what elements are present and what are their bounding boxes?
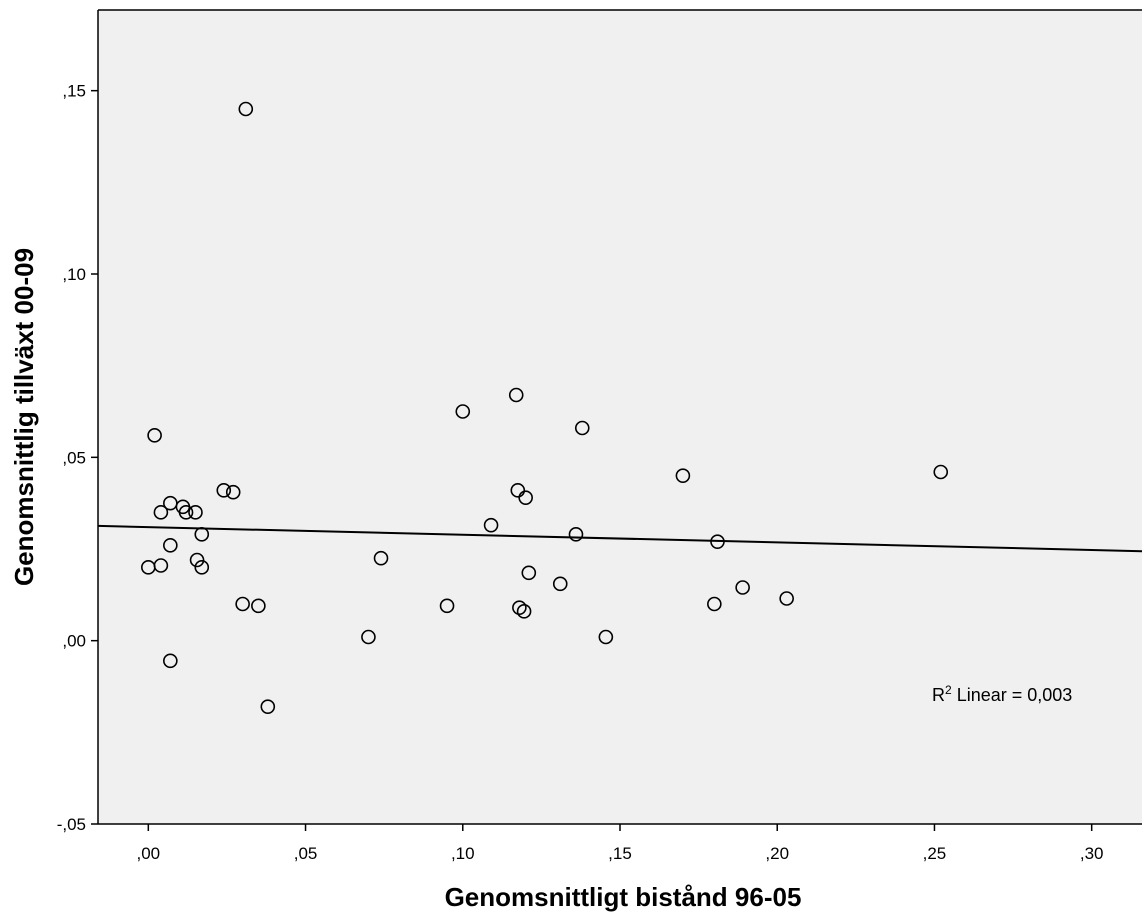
y-tick-label: ,10 <box>62 265 86 284</box>
data-point <box>260 699 276 714</box>
x-tick-label: ,20 <box>765 844 789 863</box>
y-tick-label: -,05 <box>57 815 86 834</box>
regression-fit-line <box>97 524 1142 553</box>
data-point <box>439 598 455 614</box>
y-axis-title: Genomsnittlig tillväxt 00-09 <box>9 248 39 586</box>
data-point <box>455 404 471 419</box>
x-axis-title: Genomsnittligt bistånd 96-05 <box>445 882 802 912</box>
data-points <box>141 101 949 714</box>
data-point <box>147 428 162 443</box>
x-tick-label: ,05 <box>294 844 318 863</box>
data-point <box>518 490 533 505</box>
plot-area <box>98 10 1142 824</box>
data-point <box>238 101 254 117</box>
r-squared-label: Linear = 0,003 <box>952 685 1073 705</box>
data-point <box>933 464 949 480</box>
data-point <box>508 387 524 403</box>
data-point <box>510 483 526 498</box>
data-point <box>361 629 376 645</box>
data-point <box>225 484 241 500</box>
x-tick-label: ,25 <box>923 844 947 863</box>
data-point <box>188 505 203 520</box>
data-point <box>675 468 691 483</box>
y-axis-ticks: -,05 ,00 ,05 ,10 ,15 <box>57 82 98 834</box>
data-point <box>189 552 205 568</box>
data-point <box>779 591 794 606</box>
x-tick-label: ,00 <box>136 844 160 863</box>
data-point <box>194 560 210 575</box>
x-tick-label: ,10 <box>451 844 475 863</box>
data-point <box>516 604 532 619</box>
data-point <box>512 600 527 615</box>
data-point <box>216 483 232 498</box>
data-point <box>483 517 499 533</box>
data-point <box>707 596 722 612</box>
data-point <box>194 527 210 542</box>
data-point <box>598 629 614 645</box>
data-point <box>710 534 725 549</box>
data-point <box>521 565 537 581</box>
x-tick-label: ,15 <box>608 844 632 863</box>
y-tick-label: ,05 <box>62 448 86 467</box>
y-tick-label: ,15 <box>62 82 86 101</box>
x-tick-label: ,30 <box>1080 844 1104 863</box>
data-point <box>568 527 584 542</box>
data-point <box>735 580 750 595</box>
data-point <box>178 505 194 520</box>
r-superscript: 2 <box>945 683 952 697</box>
r-symbol: R <box>932 685 945 705</box>
data-point <box>251 598 266 614</box>
data-point <box>153 558 169 573</box>
data-point <box>153 505 169 520</box>
x-axis-ticks: ,00 ,05 ,10 ,15 ,20 ,25 ,30 <box>136 824 1104 863</box>
data-point <box>574 420 590 436</box>
data-point <box>235 596 250 612</box>
data-point <box>163 653 178 669</box>
data-point <box>552 576 568 592</box>
data-point <box>373 550 389 566</box>
y-tick-label: ,00 <box>62 632 86 651</box>
r-squared-annotation: R2 Linear = 0,003 <box>932 683 1072 705</box>
data-point <box>163 538 178 553</box>
